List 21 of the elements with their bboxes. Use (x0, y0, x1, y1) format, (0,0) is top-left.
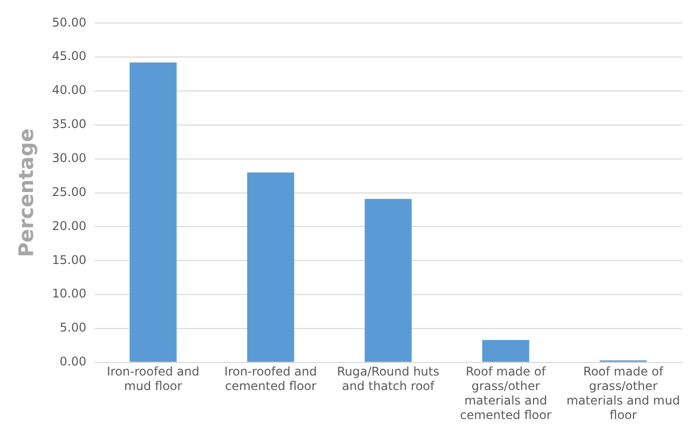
x-tick-label: Ruga/Round huts and thatch roof (336, 364, 440, 394)
x-tick-label: Roof made of grass/other materials and mud floor (566, 364, 680, 422)
y-tick-label: 0.00 (60, 354, 86, 369)
x-tick-label: Iron-roofed and mud floor (106, 364, 200, 394)
x-tick-label: Roof made of grass/other materials and cemented floor (460, 364, 552, 422)
y-axis-title: Percentage (14, 128, 38, 258)
y-tick-label: 20.00 (52, 218, 86, 233)
bar (130, 62, 177, 362)
y-tick-label: 5.00 (60, 320, 86, 335)
y-tick-label: 40.00 (52, 83, 86, 98)
bar (364, 198, 412, 362)
y-tick-label: 35.00 (52, 117, 86, 132)
y-tick-label: 15.00 (52, 252, 86, 267)
bar (247, 172, 294, 362)
y-tick-label: 25.00 (52, 184, 86, 199)
x-tick-label: Iron-roofed and cemented floor (224, 364, 317, 394)
y-tick-label: 30.00 (52, 151, 86, 166)
bar (482, 340, 530, 362)
y-tick-label: 45.00 (52, 49, 86, 64)
y-tick-label: 50.00 (52, 15, 86, 30)
y-tick-label: 10.00 (52, 286, 86, 301)
